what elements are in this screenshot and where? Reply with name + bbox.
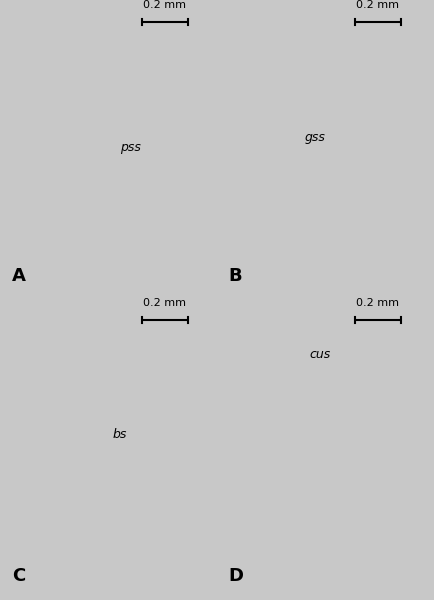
Text: pss: pss: [119, 142, 140, 154]
Text: cus: cus: [309, 349, 330, 361]
Text: D: D: [227, 567, 243, 585]
Text: 0.2 mm: 0.2 mm: [356, 0, 398, 10]
Text: 0.2 mm: 0.2 mm: [143, 0, 186, 10]
Text: A: A: [12, 267, 26, 285]
Text: bs: bs: [112, 428, 127, 442]
Text: gss: gss: [304, 131, 325, 145]
Text: C: C: [12, 567, 25, 585]
Text: 0.2 mm: 0.2 mm: [143, 298, 186, 308]
Text: B: B: [227, 267, 241, 285]
Text: 0.2 mm: 0.2 mm: [356, 298, 398, 308]
